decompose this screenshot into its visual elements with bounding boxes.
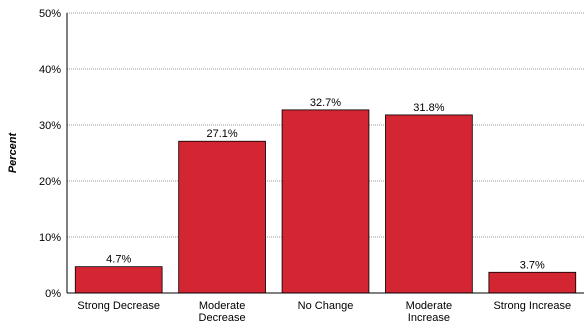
- x-tick-label-line: Moderate: [199, 300, 245, 312]
- data-label: 31.8%: [413, 102, 444, 114]
- x-tick-label-line: Increase: [408, 312, 450, 324]
- y-tick-label: 20%: [39, 176, 61, 188]
- x-tick-label-line: No Change: [298, 300, 354, 312]
- bar: [281, 109, 370, 294]
- x-tick-label-line: Strong Increase: [493, 300, 571, 312]
- y-tick-label: 50%: [39, 8, 61, 20]
- x-tick-label-line: Decrease: [199, 312, 246, 324]
- data-labels: 4.7% 27.1% 32.7% 31.8% 3.7%: [106, 97, 545, 271]
- data-label: 27.1%: [206, 128, 237, 140]
- x-tick-label: Strong Increase: [493, 300, 571, 312]
- x-tick-label: Moderate Increase: [406, 300, 452, 324]
- y-tick-label: 30%: [39, 120, 61, 132]
- x-tick-label-line: Moderate: [406, 300, 452, 312]
- bar: [488, 271, 577, 294]
- y-tick-labels: 0% 10% 20% 30% 40% 50%: [39, 8, 61, 300]
- data-label: 4.7%: [106, 254, 131, 266]
- y-tick-label: 40%: [39, 64, 61, 76]
- x-tick-label: Strong Decrease: [77, 300, 160, 312]
- x-tick-label: No Change: [298, 300, 354, 312]
- data-label: 32.7%: [310, 97, 341, 109]
- bar: [178, 140, 266, 294]
- y-tick-label: 0%: [45, 288, 61, 300]
- x-tick-label: Moderate Decrease: [199, 300, 246, 324]
- x-tick-label-line: Strong Decrease: [77, 300, 160, 312]
- y-tick-label: 10%: [39, 232, 61, 244]
- bar: [385, 114, 473, 294]
- axes: [66, 13, 584, 294]
- y-axis-title: Percent: [7, 131, 19, 173]
- data-label: 3.7%: [520, 259, 545, 271]
- bar: [74, 266, 163, 294]
- bars: [74, 109, 577, 294]
